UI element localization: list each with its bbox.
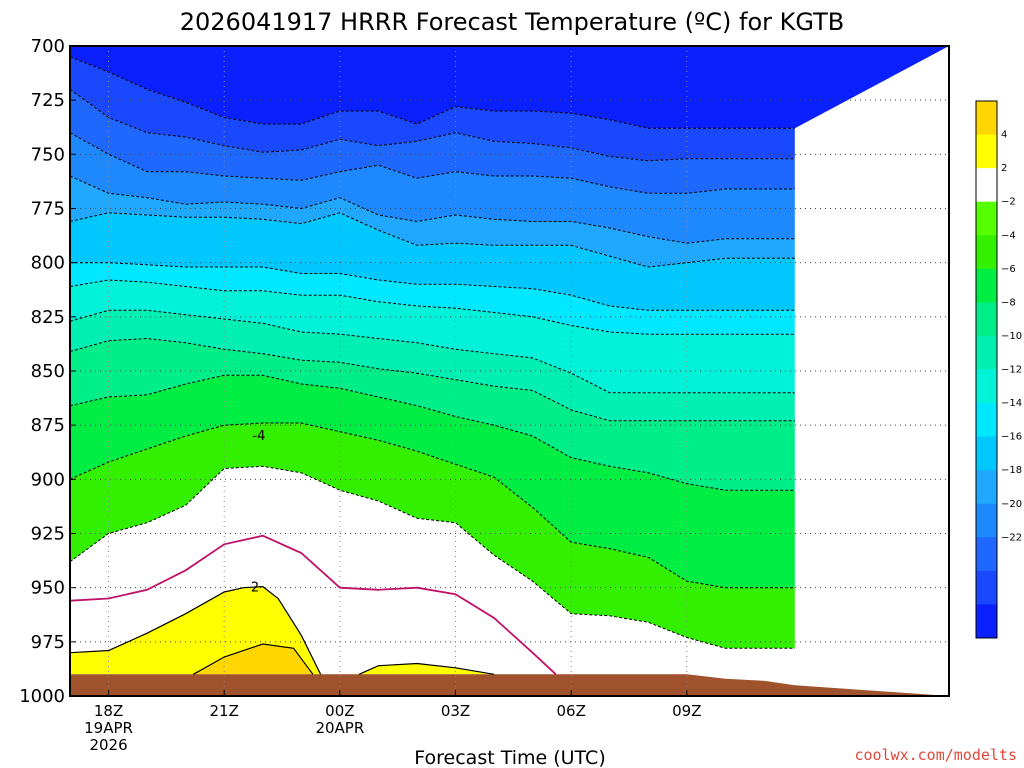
x-tick-label: 21Z — [210, 702, 239, 720]
y-tick-label: 875 — [31, 415, 65, 436]
chart-title: 2026041917 HRRR Forecast Temperature (ºC… — [180, 8, 845, 36]
contour-label: -4 — [252, 429, 265, 444]
temp-band-above-4 — [193, 644, 313, 675]
y-tick-label: 900 — [31, 469, 65, 490]
isotherm-line — [70, 465, 795, 649]
isotherm-line — [70, 422, 795, 589]
colorbar-swatch — [976, 235, 997, 270]
x-tick-label: 09Z — [672, 702, 701, 720]
colorbar-tick-label: −14 — [1001, 398, 1022, 409]
isotherm-line — [70, 212, 795, 268]
colorbar-swatch — [976, 403, 997, 438]
colorbar-swatch — [976, 201, 997, 236]
contour-label: 2 — [251, 581, 259, 596]
isotherm-4-line — [193, 643, 314, 675]
x-tick-label: 03Z — [441, 702, 470, 720]
temp-band-2to4-secondary — [359, 663, 495, 675]
colorbar-tick-label: −18 — [1001, 465, 1022, 476]
ground-surface — [70, 674, 949, 696]
isotherm-line — [70, 88, 795, 162]
y-tick-label: 825 — [31, 307, 65, 328]
y-tick-label: 775 — [31, 199, 65, 220]
x-axis-label: Forecast Time (UTC) — [414, 747, 605, 768]
isotherm-line — [70, 56, 795, 129]
isotherm-2-line — [70, 585, 322, 675]
colorbar-tick-label: 4 — [1001, 130, 1007, 141]
temp-band — [70, 132, 795, 244]
colorbar-swatch — [976, 302, 997, 337]
y-tick-label: 750 — [31, 144, 65, 165]
colorbar-swatch — [976, 470, 997, 505]
colorbar: 4 2 −2 −4 −6 −8 −10 −12 −14 −16 −18 −20 −22 — [975, 100, 1022, 639]
colorbar-swatch — [976, 335, 997, 370]
isotherm-line — [70, 132, 795, 194]
colorbar-swatch — [976, 268, 997, 303]
temp-band-coldest — [70, 46, 949, 129]
colorbar-swatch — [976, 503, 997, 538]
credit-text: coolwx.com/modelts — [854, 746, 1017, 764]
isotherm-line — [70, 262, 795, 311]
colorbar-frame — [975, 100, 998, 639]
isotherm-line — [70, 309, 795, 394]
colorbar-tick-label: −2 — [1001, 197, 1016, 208]
x-tick-label: 00Z — [325, 702, 354, 720]
colorbar-swatch — [976, 570, 997, 605]
temp-band — [70, 375, 795, 588]
y-axis: 700 725 750 775 800 825 850 875 900 925 950 975 1000 — [19, 36, 76, 707]
colorbar-swatch — [976, 134, 997, 169]
temp-band — [70, 262, 795, 335]
colorbar-swatch — [976, 537, 997, 572]
colorbar-swatch — [976, 604, 997, 639]
colorbar-tick-label: −4 — [1001, 230, 1016, 241]
grid-lines — [70, 46, 949, 696]
y-tick-label: 700 — [31, 36, 65, 57]
temp-band — [70, 338, 795, 491]
colorbar-swatch — [976, 369, 997, 404]
colorbar-tick-label: −16 — [1001, 432, 1022, 443]
temp-band — [70, 56, 795, 161]
colorbar-tick-label: −12 — [1001, 365, 1022, 376]
isotherm-2-line-secondary — [358, 662, 495, 675]
colorbar-tick-label: −8 — [1001, 297, 1016, 308]
colorbar-tick-label: 2 — [1001, 163, 1007, 174]
y-tick-label: 925 — [31, 524, 65, 545]
freezing-contour-line — [70, 534, 557, 675]
y-tick-label: 800 — [31, 253, 65, 274]
x-tick-label: 2026 — [89, 736, 127, 754]
colorbar-tick-label: −20 — [1001, 499, 1022, 510]
colorbar-tick-label: −6 — [1001, 264, 1016, 275]
y-tick-label: 950 — [31, 578, 65, 599]
x-tick-label: 06Z — [556, 702, 585, 720]
colorbar-tick-label: −10 — [1001, 331, 1022, 342]
temp-band — [70, 212, 795, 311]
temp-band — [70, 280, 795, 393]
colorbar-swatch — [976, 101, 997, 136]
colorbar-swatch — [976, 168, 997, 203]
colorbar-tick-label: −22 — [1001, 532, 1022, 543]
y-tick-label: 1000 — [19, 686, 65, 707]
x-tick-label: 20APR — [315, 719, 364, 737]
x-tick-label: 18Z — [94, 702, 123, 720]
isotherm-line — [70, 337, 795, 422]
y-tick-label: 725 — [31, 90, 65, 111]
temp-band — [70, 89, 795, 194]
temp-band — [70, 176, 795, 267]
isotherm-line — [70, 175, 795, 244]
y-tick-label: 975 — [31, 632, 65, 653]
plot-area — [70, 46, 949, 696]
colorbar-swatch — [976, 436, 997, 471]
y-tick-label: 850 — [31, 361, 65, 382]
x-tick-label: 19APR — [84, 719, 133, 737]
temp-band — [70, 423, 795, 649]
isotherm-lines: -4 2 — [70, 56, 795, 675]
